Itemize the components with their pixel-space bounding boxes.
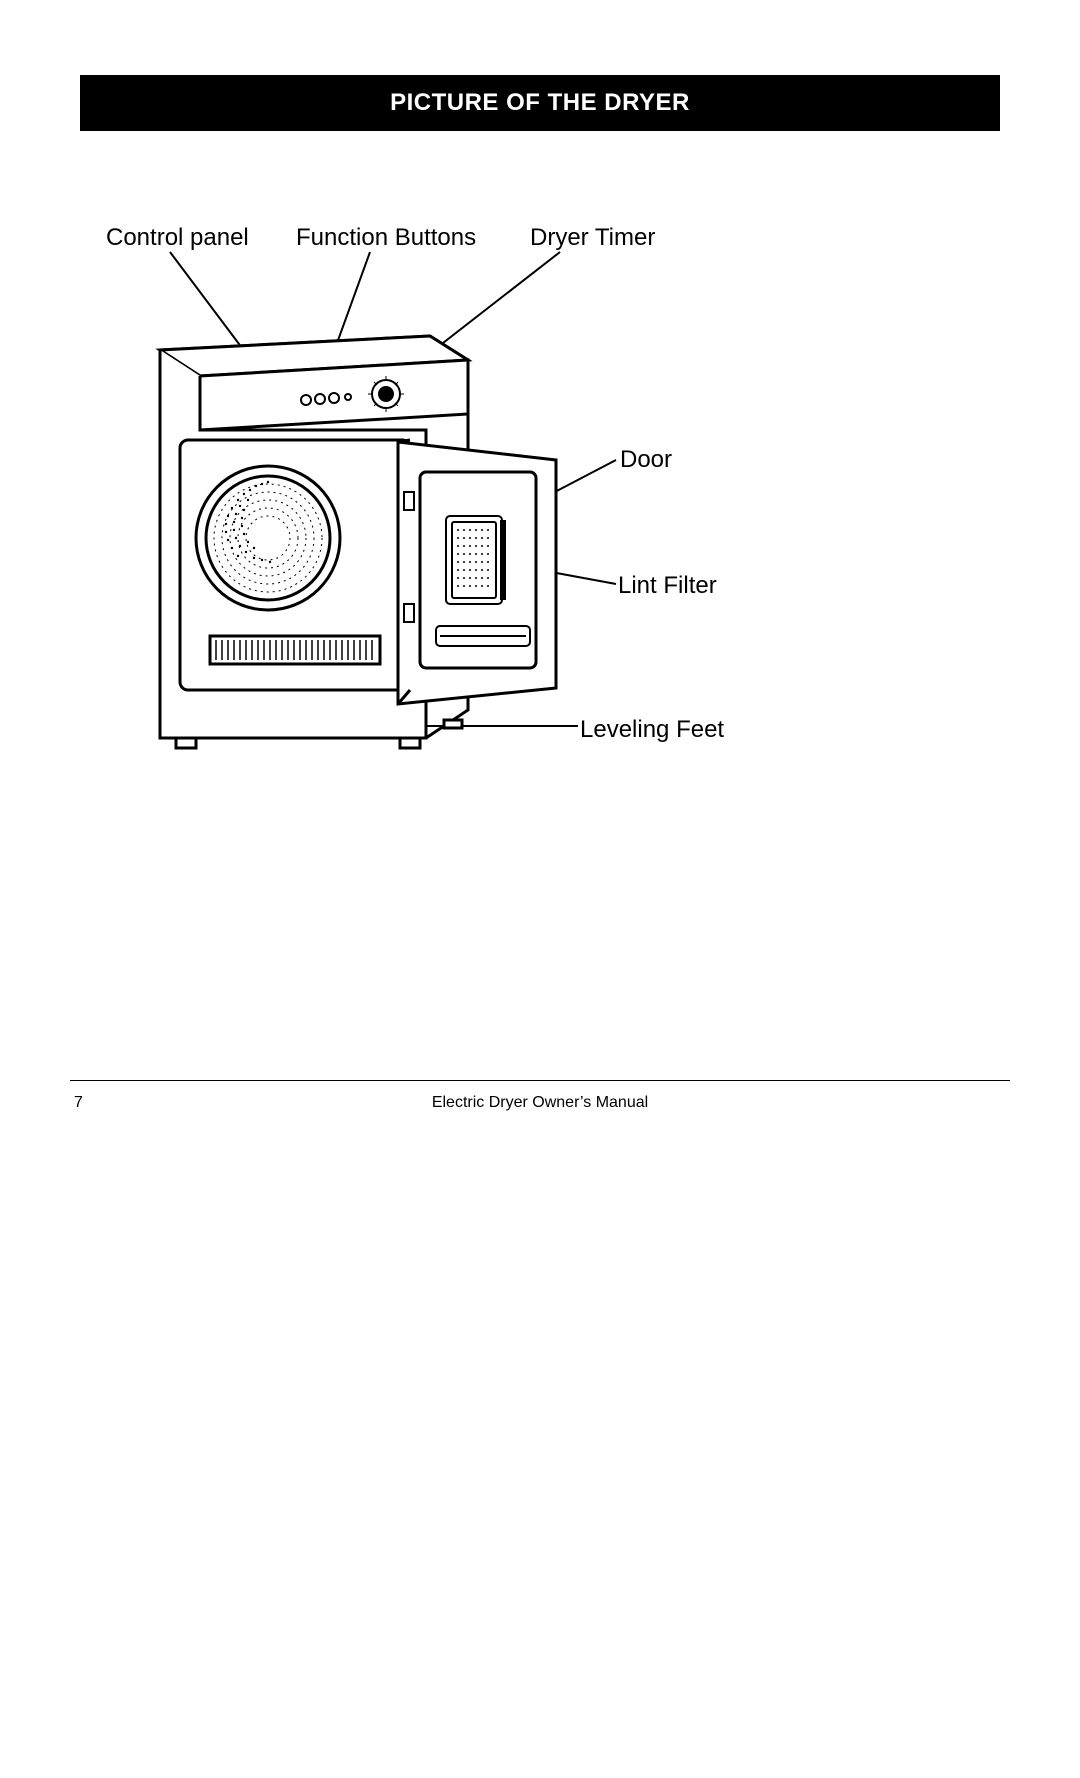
footer-manual-title: Electric Dryer Owner’s Manual [0, 1094, 1080, 1112]
page: PICTURE OF THE DRYER Control panel Funct… [0, 0, 1080, 1778]
footer-rule [70, 1080, 1010, 1081]
dryer-diagram [0, 0, 1080, 1778]
